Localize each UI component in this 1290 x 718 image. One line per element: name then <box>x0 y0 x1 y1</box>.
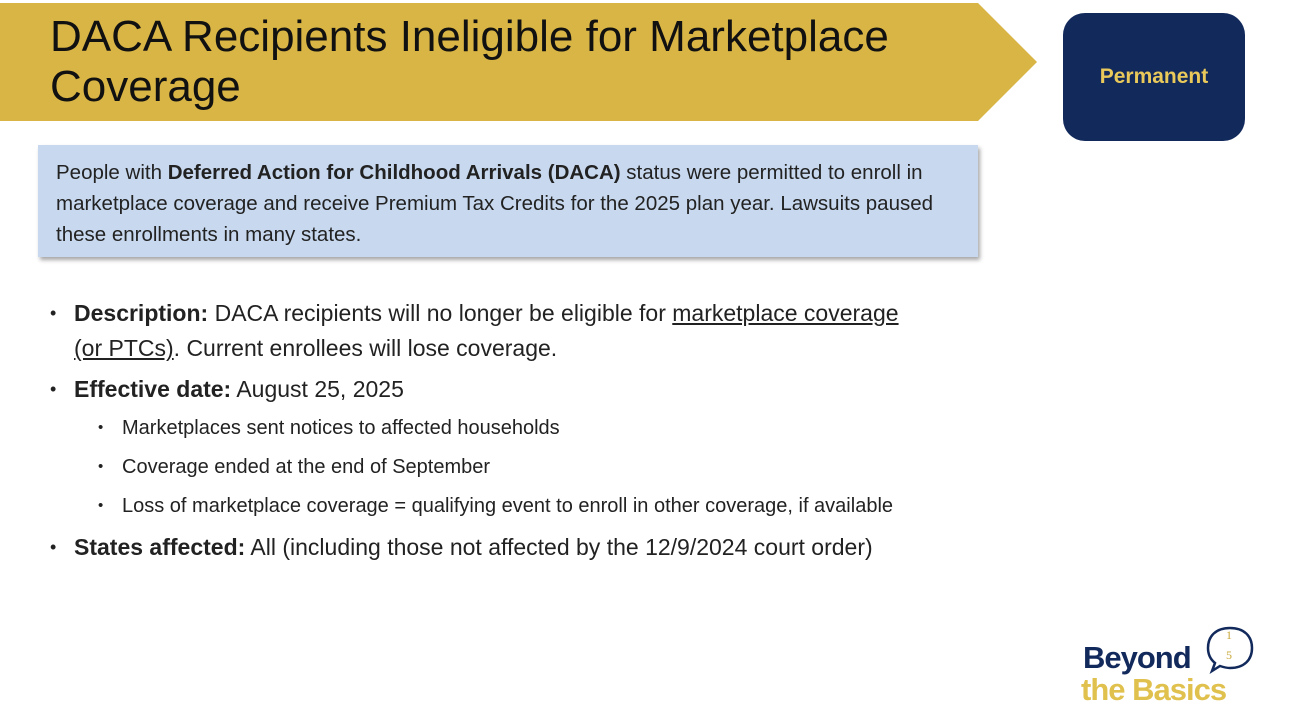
beyond-the-basics-logo: 1 5 Beyond the Basics <box>1080 620 1260 710</box>
sub-bullet-text: Marketplaces sent notices to affected ho… <box>122 417 560 439</box>
bullet-list: • Description: DACA recipients will no l… <box>50 296 930 571</box>
badge-digit-top: 1 <box>1226 628 1232 642</box>
summary-callout: People with Deferred Action for Childhoo… <box>38 145 978 257</box>
summary-suffix: status were permitted to enroll in marke… <box>56 161 934 246</box>
banner-arrow-shape <box>0 3 1037 121</box>
sub-bullet: • Marketplaces sent notices to affected h… <box>50 413 930 443</box>
bullet-states-affected: • States affected: All (including those … <box>50 530 930 565</box>
logo-text-the-basics: the Basics <box>1081 672 1227 707</box>
effective-label: Effective date: <box>74 376 232 402</box>
speech-bubble-icon <box>1206 626 1254 674</box>
status-badge: Permanent <box>1063 13 1245 141</box>
summary-bold: Deferred Action for Childhood Arrivals (… <box>167 161 621 184</box>
title-banner: DACA Recipients Ineligible for Marketpla… <box>0 3 1040 121</box>
states-text: All (including those not affected by the… <box>245 534 873 560</box>
sub-bullet-marker: • <box>98 497 104 514</box>
description-link[interactable]: marketplace coverage (or PTCs) <box>74 300 899 361</box>
sub-bullet-text: Loss of marketplace coverage = qualifyin… <box>122 495 894 517</box>
badge-digit-bottom: 5 <box>1226 648 1232 662</box>
bullet-marker: • <box>50 537 57 557</box>
sub-bullet-text: Coverage ended at the end of September <box>122 456 491 478</box>
bullet-effective-date: • Effective date: August 25, 2025 <box>50 372 930 407</box>
sub-bullet-marker: • <box>98 458 104 475</box>
bullet-marker: • <box>50 303 57 323</box>
bullet-marker: • <box>50 379 57 399</box>
effective-sub-list: • Marketplaces sent notices to affected h… <box>50 413 930 521</box>
status-label: Permanent <box>1099 65 1209 88</box>
sub-bullet: • Loss of marketplace coverage = qualifyi… <box>50 491 930 521</box>
summary-prefix: People with <box>56 161 168 184</box>
description-text-after: . Current enrollees will lose coverage. <box>173 335 558 361</box>
states-label: States affected: <box>74 534 246 560</box>
effective-text: August 25, 2025 <box>231 376 404 402</box>
description-text-before: DACA recipients will no longer be eligib… <box>208 300 673 326</box>
sub-bullet: • Coverage ended at the end of September <box>50 452 930 482</box>
logo-text-beyond: Beyond <box>1083 640 1192 675</box>
sub-bullet-marker: • <box>98 419 104 436</box>
description-label: Description: <box>74 300 209 326</box>
bullet-description: • Description: DACA recipients will no l… <box>50 296 930 366</box>
slide-title: DACA Recipients Ineligible for Marketpla… <box>50 12 889 111</box>
